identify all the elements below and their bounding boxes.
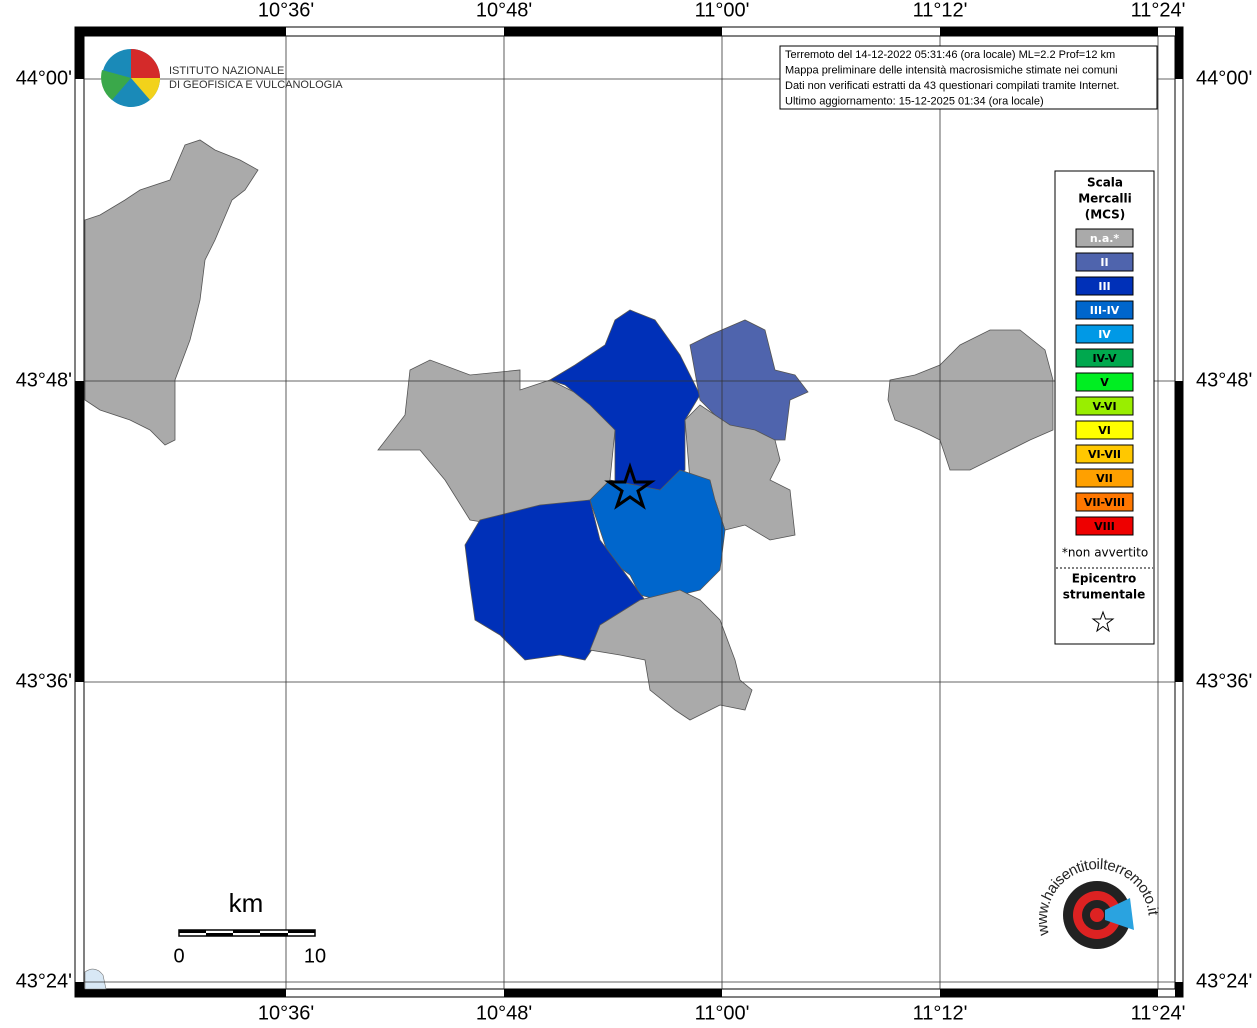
legend-epicenter: strumentale: [1063, 588, 1146, 602]
legend-swatch: [1075, 420, 1134, 440]
info-line: Mappa preliminare delle intensità macros…: [785, 64, 1118, 76]
legend-swatch: [1075, 228, 1134, 248]
scale-start: 0: [173, 945, 184, 967]
latitude-label: 43°24': [16, 970, 72, 992]
coordinate-labels: 10°36' 10°36' 10°48' 10°48' 11°00' 11°00' 11°1…: [16, 0, 1253, 1024]
legend-label: IV: [1098, 328, 1111, 341]
scale-bar: km 0 10: [173, 888, 326, 967]
legend-swatch: [1075, 348, 1134, 368]
legend-swatch: [1075, 300, 1134, 320]
legend-title: Mercalli: [1078, 192, 1132, 206]
legend-title: (MCS): [1085, 208, 1126, 222]
ingv-logo: ISTITUTO NAZIONALE DI GEOFISICA E VULCAN…: [101, 49, 343, 107]
legend-label: VII-VIII: [1084, 496, 1125, 509]
legend-swatch: [1075, 252, 1134, 272]
legend-label: V-VI: [1092, 400, 1116, 413]
legend-note: *non avvertito: [1062, 546, 1148, 560]
longitude-label: 10°48': [476, 0, 532, 21]
longitude-label: 10°48': [476, 1002, 532, 1024]
legend-label: IV-V: [1092, 352, 1117, 365]
latitude-label: 43°48': [1196, 369, 1252, 391]
area-iii: [549, 309, 701, 491]
longitude-label: 11°24': [1131, 0, 1186, 21]
legend-label: III: [1098, 280, 1110, 293]
municipalities: [84, 139, 1054, 990]
scale-unit: km: [229, 888, 264, 918]
legend-swatch: [1075, 516, 1134, 536]
legend-label: III-IV: [1090, 304, 1120, 317]
legend-label: II: [1100, 256, 1108, 269]
longitude-label: 10°36': [258, 1002, 314, 1024]
institute-name: ISTITUTO NAZIONALE: [169, 65, 284, 77]
info-line: Ultimo aggiornamento: 15-12-2025 01:34 (…: [785, 95, 1044, 107]
latitude-label: 44°00': [1196, 67, 1252, 89]
info-line: Terremoto del 14-12-2022 05:31:46 (ora l…: [785, 49, 1115, 61]
legend-swatch: [1075, 324, 1134, 344]
legend-swatch: [1075, 492, 1134, 512]
frame-bars: [75, 27, 1183, 997]
legend-swatch: [1075, 276, 1134, 296]
scale-end: 10: [304, 945, 326, 967]
legend-star: [1091, 610, 1115, 633]
area-na: [887, 329, 1054, 471]
latitude-label: 43°36': [16, 670, 72, 692]
legend-swatch: [1075, 444, 1134, 464]
longitude-label: 11°12': [913, 1002, 968, 1024]
legend-swatch: [1075, 372, 1134, 392]
epicenter: [604, 462, 656, 510]
latitude-label: 43°24': [1196, 970, 1252, 992]
legend-swatch: [1075, 468, 1134, 488]
legend-swatch: [1075, 396, 1134, 416]
longitude-label: 11°00': [695, 1002, 750, 1024]
latitude-label: 43°48': [16, 369, 72, 391]
info-text: Terremoto del 14-12-2022 05:31:46 (ora l…: [785, 49, 1119, 108]
latitude-label: 44°00': [16, 67, 72, 89]
area-na: [589, 589, 753, 721]
sea: [84, 968, 107, 990]
latitude-label: 43°36': [1196, 670, 1252, 692]
legend-label: VI-VII: [1088, 448, 1121, 461]
info-box: [779, 45, 1158, 110]
legend-label: n.a.*: [1090, 232, 1120, 245]
legend-title: Scala: [1087, 176, 1123, 190]
legend-label: V: [1100, 376, 1109, 389]
longitude-label: 10°36': [258, 0, 314, 21]
info-line: Dati non verificati estratti da 43 quest…: [785, 80, 1119, 92]
legend-label: VII: [1096, 472, 1113, 485]
longitude-label: 11°00': [695, 0, 750, 21]
legend-label: VIII: [1094, 520, 1115, 533]
institute-name: DI GEOFISICA E VULCANOLOGIA: [169, 79, 343, 91]
legend: ScalaMercalli(MCS)n.a.*IIIIIIII-IVIVIV-V…: [1056, 176, 1153, 633]
longitude-label: 11°12': [913, 0, 968, 21]
area-na: [84, 139, 259, 446]
legend-epicenter: Epicentro: [1072, 572, 1137, 586]
legend-label: VI: [1098, 424, 1111, 437]
longitude-label: 11°24': [1131, 1002, 1186, 1024]
